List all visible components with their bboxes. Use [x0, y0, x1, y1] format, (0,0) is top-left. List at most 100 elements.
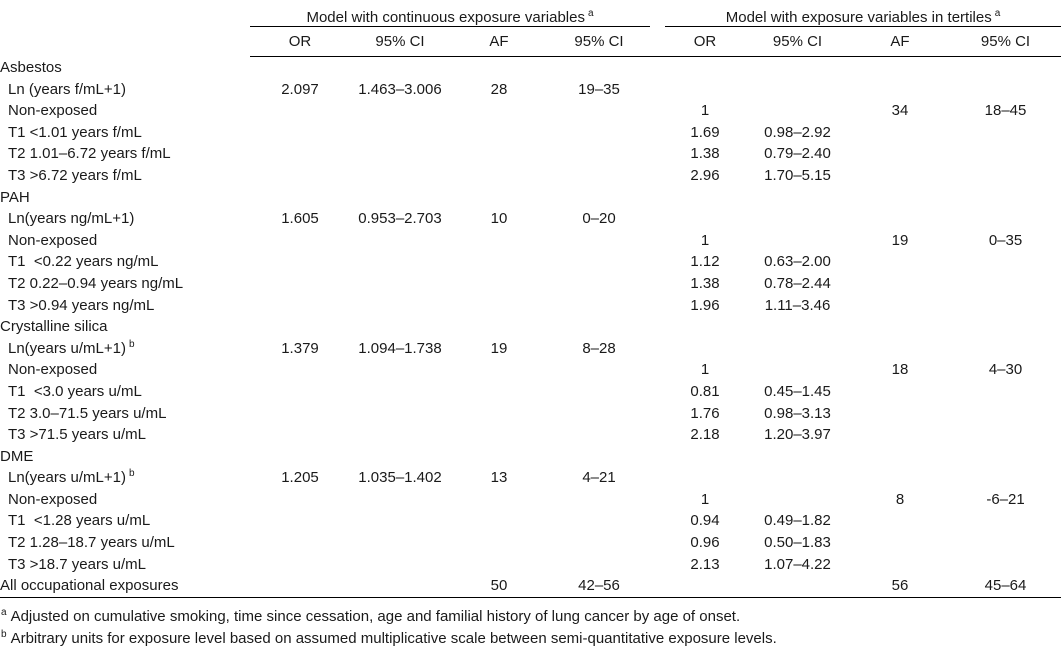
cell-afci-continuous: 19–35: [578, 80, 620, 98]
cell-or-continuous: [250, 381, 350, 403]
cell-ci-tertile: 0.98–2.92: [764, 123, 831, 141]
cell-or-tertile: [665, 316, 745, 338]
cell-afci-continuous: [548, 100, 650, 122]
footnote-b-marker: b: [1, 628, 7, 640]
cell-af-tertile: [850, 532, 950, 554]
cell-ci-tertile: [745, 57, 850, 79]
cell-ci-continuous: [350, 143, 450, 165]
group-gap-cell: [650, 424, 665, 446]
cell-af-continuous: [450, 187, 548, 209]
cell-ci-tertile: 1.20–3.97: [764, 426, 831, 444]
cell-afci-continuous: [548, 489, 650, 511]
cell-or-tertile: 1: [700, 490, 710, 508]
cell-ci-tertile: [745, 575, 850, 598]
group-gap-cell: [650, 273, 665, 295]
cell-af-tertile: [850, 208, 950, 230]
cell-af-continuous: [450, 295, 548, 317]
cell-or-tertile: [665, 79, 745, 101]
cell-af-tertile: [850, 295, 950, 317]
cell-or-tertile: 1: [700, 102, 710, 120]
group-header-tertiles: Model with exposure variables in tertile…: [665, 0, 1061, 27]
cell-afci-continuous: [548, 381, 650, 403]
cell-afci-tertile: -6–21: [986, 490, 1025, 508]
cell-or-tertile: 1.76: [690, 404, 720, 422]
label-column-header: [0, 27, 250, 57]
table-row: T2 1.28–18.7 years u/mL 0.96 0.50–1.83: [0, 532, 1061, 554]
cell-afci-tertile: [950, 295, 1061, 317]
footnote-a: a Adjusted on cumulative smoking, time si…: [0, 606, 1061, 628]
cell-or-continuous: [250, 532, 350, 554]
table-row: Non-exposed 1 8 -6–21: [0, 489, 1061, 511]
cell-or-continuous: [250, 575, 350, 598]
table-row: Asbestos: [0, 57, 1061, 79]
cell-afci-tertile: 0–35: [988, 231, 1023, 249]
cell-or-continuous: [250, 316, 350, 338]
table-row: DME: [0, 446, 1061, 468]
cell-afci-continuous: 8–28: [582, 339, 616, 357]
cell-af-continuous: [450, 57, 548, 79]
cell-af-tertile: [850, 251, 950, 273]
row-label: T1 <1.01 years f/mL: [8, 123, 142, 141]
cell-or-tertile: 0.96: [690, 534, 720, 552]
cell-or-continuous: 1.205: [281, 469, 319, 487]
cell-afci-tertile: [950, 251, 1061, 273]
cell-afci-tertile: [950, 554, 1061, 576]
cell-afci-tertile: [950, 467, 1061, 489]
cell-ci-tertile: 0.78–2.44: [764, 274, 831, 292]
row-label: Non-exposed: [8, 490, 98, 508]
cell-af-tertile: [850, 424, 950, 446]
row-label: T3 >6.72 years f/mL: [8, 166, 142, 184]
cell-or-continuous: [250, 143, 350, 165]
group-header-continuous-label: Model with continuous exposure variables: [306, 9, 585, 26]
cell-afci-tertile: [950, 273, 1061, 295]
cell-or-tertile: [665, 467, 745, 489]
cell-ci-continuous: [350, 510, 450, 532]
cell-or-continuous: [250, 100, 350, 122]
row-label: PAH: [0, 188, 30, 206]
group-gap-cell: [650, 143, 665, 165]
table-row: Ln (years f/mL+1) 2.097 1.463–3.006 28 19–35: [0, 79, 1061, 101]
cell-ci-continuous: [350, 489, 450, 511]
group-header-continuous-sup: a: [587, 8, 594, 19]
group-header-continuous: Model with continuous exposure variables…: [250, 0, 650, 27]
cell-ci-continuous: 1.463–3.006: [358, 80, 442, 98]
cell-or-tertile: 1.12: [690, 253, 720, 271]
cell-ci-continuous: 0.953–2.703: [358, 210, 442, 228]
group-gap-cell: [650, 122, 665, 144]
group-gap-cell: [650, 316, 665, 338]
cell-af-tertile: [850, 187, 950, 209]
cell-afci-continuous: [548, 273, 650, 295]
cell-afci-tertile: 4–30: [988, 361, 1023, 379]
cell-ci-continuous: [350, 316, 450, 338]
col-header-or-continuous: OR: [250, 26, 350, 57]
cell-af-continuous: 28: [490, 80, 508, 98]
cell-afci-continuous: [548, 143, 650, 165]
cell-or-continuous: 2.097: [281, 80, 319, 98]
table-row: T1 <3.0 years u/mL 0.81 0.45–1.45: [0, 381, 1061, 403]
cell-ci-continuous: [350, 295, 450, 317]
cell-afci-tertile: [950, 143, 1061, 165]
cell-afci-continuous: [548, 295, 650, 317]
cell-or-tertile: 1: [700, 361, 710, 379]
row-label: T2 1.01–6.72 years f/mL: [8, 145, 171, 163]
cell-af-tertile: 8: [895, 490, 905, 508]
cell-ci-continuous: [350, 230, 450, 252]
cell-ci-tertile: [745, 489, 850, 511]
cell-or-continuous: [250, 489, 350, 511]
cell-afci-continuous: [548, 359, 650, 381]
row-label: T2 1.28–18.7 years u/mL: [8, 534, 175, 552]
cell-or-continuous: [250, 230, 350, 252]
cell-af-tertile: 19: [891, 231, 909, 249]
cell-afci-continuous: [548, 532, 650, 554]
footnote-a-text: Adjusted on cumulative smoking, time sin…: [10, 607, 741, 625]
cell-af-tertile: [850, 165, 950, 187]
group-gap-cell: [650, 381, 665, 403]
cell-or-tertile: 0.81: [690, 382, 720, 400]
table-body: Asbestos Ln (years f/mL+1) 2.097 1.463–3.00…: [0, 57, 1061, 598]
group-header-row: Model with continuous exposure variables…: [0, 0, 1061, 27]
table-row: Non-exposed 1 19 0–35: [0, 230, 1061, 252]
row-label: Asbestos: [0, 58, 62, 76]
cell-or-continuous: [250, 251, 350, 273]
cell-or-continuous: [250, 510, 350, 532]
